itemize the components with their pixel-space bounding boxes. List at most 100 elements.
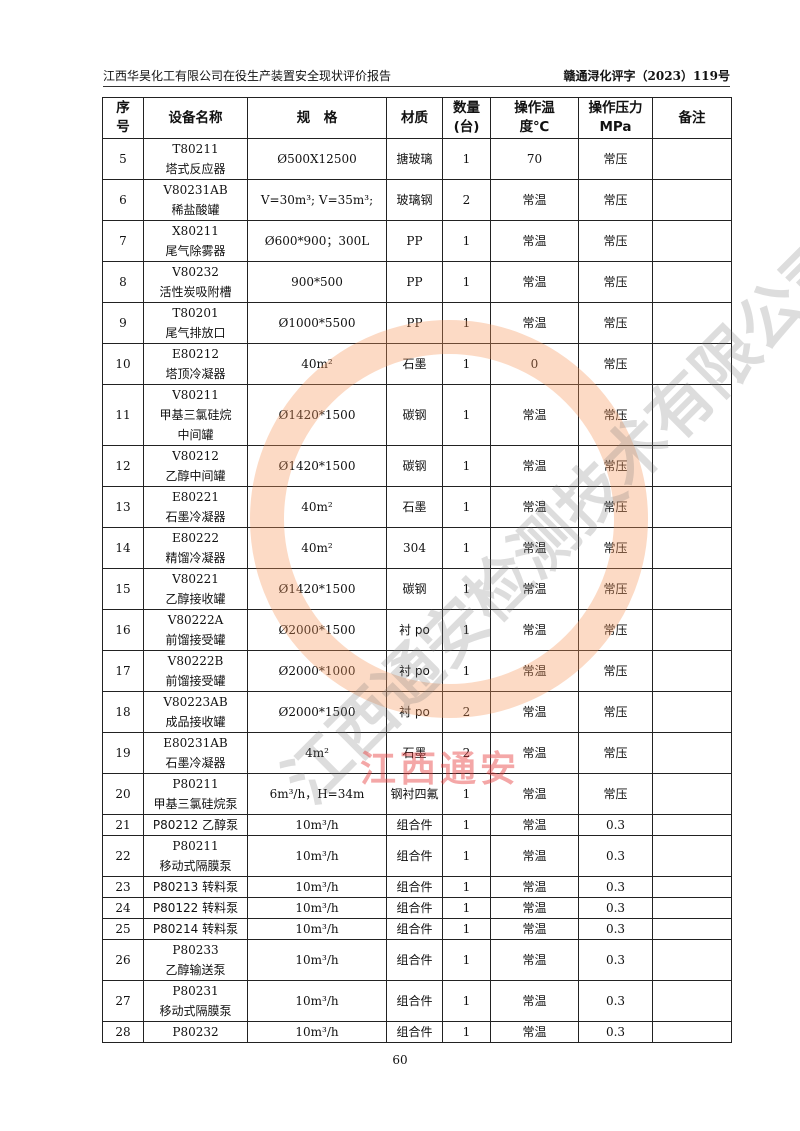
remarks [652,732,732,774]
quantity-text: 1 [462,582,471,596]
operating-pressure-text: 常压 [603,275,628,289]
specification: Ø1420*1500 [247,568,387,610]
operating-temperature: 常温 [490,773,579,815]
equipment-name-line: 中间罐 [177,428,214,442]
row-number: 7 [102,220,144,262]
row-number-text: 25 [115,922,131,936]
operating-pressure: 常压 [578,650,653,692]
material: 组合件 [386,835,443,877]
material: 碳钢 [386,445,443,487]
equipment-name-line: V80222B [167,654,224,668]
operating-temperature: 常温 [490,939,579,981]
operating-pressure-text: 0.3 [605,994,626,1008]
quantity: 1 [442,918,491,940]
quantity: 1 [442,138,491,180]
material: PP [386,261,443,303]
quantity-text: 1 [462,880,471,894]
equipment-name: P80213 转料泵 [143,876,248,898]
row-number: 5 [102,138,144,180]
equipment-name-line: 移动式隔膜泵 [159,859,232,873]
material-text: PP [406,316,423,330]
quantity-text: 1 [462,408,471,422]
column-header-line: 序 [116,100,130,116]
table-header-row: 序号 设备名称 规 格 材质 数量(台) 操作温度℃ 操作压力 MPa 备注 [102,97,732,139]
row-number-text: 10 [115,357,131,371]
specification-text: Ø1000*5500 [278,316,356,330]
equipment-name: P80211 移动式隔膜泵 [143,835,248,877]
table-row: 18 V80223AB 成品接收罐 Ø2000*1500 衬 po 2 常温 常压 [102,691,732,733]
row-number: 23 [102,876,144,898]
operating-pressure-text: 常压 [603,664,628,678]
equipment-name-line: V80222A [167,613,224,627]
material: 碳钢 [386,384,443,446]
material-text: 碳钢 [402,582,427,596]
operating-temperature-text: 常温 [522,901,547,915]
material-text: 组合件 [396,922,433,936]
material: 石墨 [386,343,443,385]
table-row: 25 P80214 转料泵 10m³/h 组合件 1 常温 0.3 [102,918,732,940]
equipment-name-line: P80211 [172,839,219,853]
operating-temperature-text: 常温 [522,705,547,719]
specification-text: Ø2000*1500 [278,623,356,637]
operating-pressure: 常压 [578,261,653,303]
remarks [652,609,732,651]
specification: 10m³/h [247,918,387,940]
row-number: 27 [102,980,144,1022]
operating-temperature: 常温 [490,568,579,610]
operating-pressure-text: 常压 [603,193,628,207]
equipment-name: E80222 精馏冷凝器 [143,527,248,569]
table-row: 12 V80212 乙醇中间罐 Ø1420*1500 碳钢 1 常温 常压 [102,445,732,487]
operating-temperature: 常温 [490,220,579,262]
material-text: 组合件 [396,818,433,832]
table-row: 28 P80232 10m³/h 组合件 1 常温 0.3 [102,1021,732,1043]
quantity-text: 1 [462,541,471,555]
operating-pressure: 常压 [578,732,653,774]
column-header-line: 规 格 [296,109,338,126]
row-number: 16 [102,609,144,651]
quantity: 1 [442,814,491,836]
specification: 10m³/h [247,876,387,898]
remarks [652,568,732,610]
table-row: 14 E80222 精馏冷凝器 40m² 304 1 常温 常压 [102,527,732,569]
equipment-name-line: 乙醇接收罐 [165,592,226,606]
table-row: 16 V80222A 前馏接受罐 Ø2000*1500 衬 po 1 常温 常压 [102,609,732,651]
equipment-name: E80221 石墨冷凝器 [143,486,248,528]
row-number-text: 24 [115,901,131,915]
operating-pressure: 常压 [578,302,653,344]
material: 组合件 [386,876,443,898]
operating-temperature: 常温 [490,691,579,733]
quantity: 1 [442,1021,491,1043]
row-number-text: 8 [119,275,127,289]
operating-temperature: 常温 [490,650,579,692]
equipment-name-line: V80221 [172,572,219,586]
equipment-name: P80233 乙醇输送泵 [143,939,248,981]
column-header: 序号 [102,97,144,139]
specification: Ø1000*5500 [247,302,387,344]
table-row: 21 P80212 乙醇泵 10m³/h 组合件 1 常温 0.3 [102,814,732,836]
specification: Ø2000*1500 [247,609,387,651]
remarks [652,918,732,940]
row-number-text: 13 [115,500,131,514]
material: 搪玻璃 [386,138,443,180]
equipment-name-line: 塔顶冷凝器 [165,367,226,381]
row-number-text: 14 [115,541,131,555]
operating-temperature-text: 常温 [522,787,547,801]
equipment-name: V80222A 前馏接受罐 [143,609,248,651]
quantity: 1 [442,897,491,919]
quantity-text: 2 [462,705,471,719]
quantity-text: 1 [462,787,471,801]
material: 304 [386,527,443,569]
row-number-text: 28 [115,1025,131,1039]
equipment-name: V80232 活性炭吸附槽 [143,261,248,303]
material: 衬 po [386,691,443,733]
row-number-text: 5 [119,152,127,166]
operating-temperature-text: 常温 [522,953,547,967]
specification-text: 10m³/h [295,818,339,832]
quantity: 1 [442,343,491,385]
specification-text: 10m³/h [295,849,339,863]
quantity: 1 [442,980,491,1022]
quantity: 1 [442,384,491,446]
equipment-name-line: T80211 [172,142,219,156]
column-header-line: 号 [116,119,130,135]
column-header: 设备名称 [143,97,248,139]
